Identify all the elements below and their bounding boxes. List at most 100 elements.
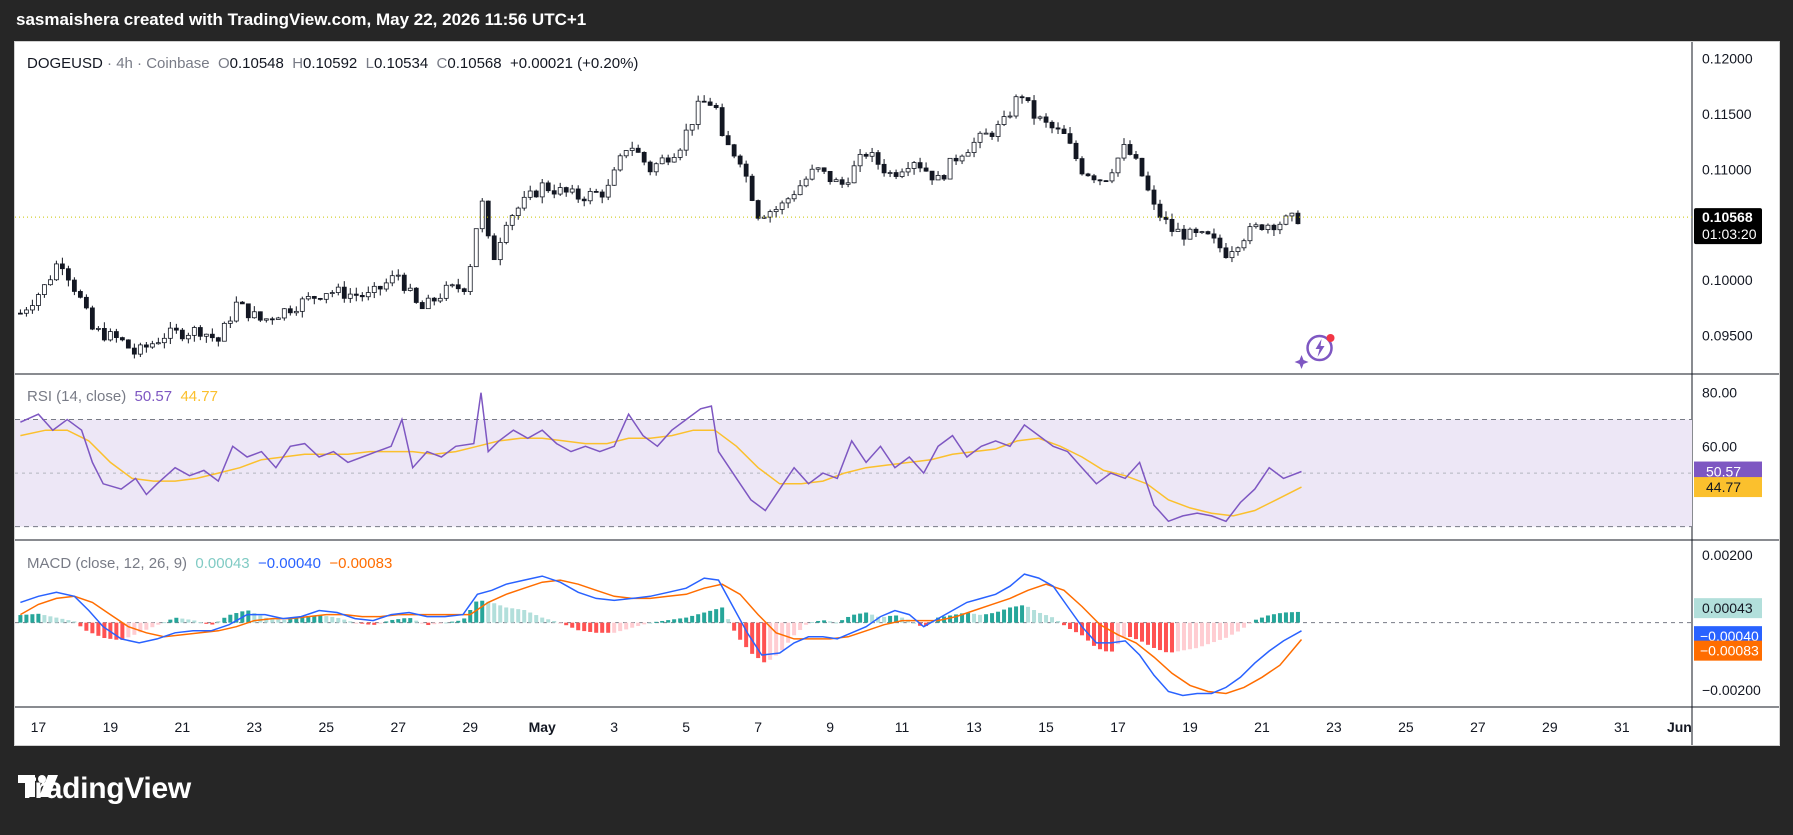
tradingview-brand[interactable]: TradingView	[18, 772, 191, 806]
candle-down	[245, 303, 251, 319]
rsi-ma-line	[20, 429, 1302, 517]
candle-up	[437, 297, 443, 302]
macd-histogram-bar	[30, 614, 35, 623]
macd-histogram-bar	[666, 620, 671, 623]
candle-up	[95, 328, 101, 330]
macd-hist-badge	[1694, 598, 1762, 619]
macd-histogram-bar	[72, 621, 77, 623]
legend-high-label: H	[292, 55, 304, 72]
candle-down	[401, 274, 407, 291]
legend-interval: 4h	[116, 55, 133, 72]
macd-legend: MACD (close, 12, 26, 9) 0.00043 −0.00040…	[27, 555, 392, 572]
candle-up	[155, 342, 161, 345]
macd-histogram-bar	[522, 610, 527, 623]
candle-down	[17, 312, 23, 315]
time-axis-tick: 27	[1470, 719, 1486, 735]
candle-up	[347, 293, 353, 299]
candle-down	[719, 107, 725, 137]
candle-up	[1115, 157, 1121, 174]
macd-histogram-bar	[984, 614, 989, 623]
macd-histogram-bar	[894, 615, 899, 623]
candle-up	[107, 331, 113, 341]
candle-up	[23, 309, 29, 314]
time-axis-tick: 19	[103, 719, 119, 735]
candle-up	[305, 296, 311, 300]
candle-down	[1259, 224, 1265, 230]
notification-dot	[1326, 334, 1335, 342]
candle-down	[1079, 158, 1085, 175]
candle-up	[623, 150, 629, 157]
candle-down	[179, 329, 185, 340]
macd-histogram-bar	[708, 610, 713, 623]
candle-up	[791, 194, 797, 200]
candle-down	[1085, 173, 1091, 177]
candle-down	[893, 172, 899, 177]
macd-histogram-bar	[228, 614, 233, 623]
candle-down	[953, 157, 959, 162]
macd-histogram-bar	[114, 622, 119, 640]
candle-up	[1187, 228, 1193, 240]
macd-histogram-bar	[870, 614, 875, 623]
candle-up	[611, 169, 617, 186]
candle-up	[449, 284, 455, 287]
macd-histogram-bar	[1271, 614, 1276, 623]
macd-histogram-bar	[492, 603, 497, 623]
candle-up	[773, 209, 779, 213]
macd-histogram-bar	[648, 622, 653, 624]
candle-up	[503, 224, 509, 243]
macd-histogram-bar	[1038, 612, 1043, 623]
macd-histogram-bar	[1145, 622, 1150, 645]
macd-histogram-bar	[606, 622, 611, 633]
candle-down	[239, 301, 245, 305]
chart-canvas[interactable]: 0.12000 0.11500 0.11000 0.10000 0.09500 17 19 2…	[15, 42, 1779, 745]
legend-symbol[interactable]: DOGEUSD	[27, 55, 103, 72]
macd-histogram-bar	[912, 622, 917, 624]
macd-histogram-bar	[888, 615, 893, 623]
macd-histogram-bar	[600, 622, 605, 633]
candle-down	[641, 151, 647, 163]
time-axis-tick: 3	[610, 719, 618, 735]
macd-histogram-bar	[348, 621, 353, 623]
candle-down	[1055, 127, 1061, 130]
candle-up	[695, 100, 701, 125]
candle-up	[1229, 251, 1235, 259]
macd-histogram-bar	[876, 616, 881, 623]
macd-histogram-bar	[408, 618, 413, 623]
macd-legend-macd: −0.00040	[257, 555, 321, 572]
macd-histogram-bar	[996, 611, 1001, 623]
candle-up	[653, 163, 659, 173]
candle-up	[797, 185, 803, 196]
macd-histogram-bar	[828, 621, 833, 623]
candle-down	[317, 298, 323, 300]
candle-up	[251, 311, 257, 319]
macd-histogram-bar	[192, 620, 197, 623]
macd-histogram-bar	[1008, 607, 1013, 623]
candle-up	[443, 284, 449, 299]
candle-down	[1181, 228, 1187, 240]
candle-up	[1121, 144, 1127, 159]
macd-histogram-bar	[1229, 622, 1234, 635]
candle-up	[527, 190, 533, 198]
macd-legend-name[interactable]: MACD (close, 12, 26, 9)	[27, 555, 188, 572]
candle-down	[431, 297, 437, 302]
macd-histogram-bar	[294, 618, 299, 623]
candle-down	[89, 307, 95, 330]
candle-down	[989, 132, 995, 137]
macd-histogram-bar	[846, 616, 851, 623]
candle-down	[1145, 175, 1151, 191]
candle-down	[839, 179, 845, 185]
candle-up	[1241, 240, 1247, 249]
candle-up	[869, 152, 875, 157]
macd-histogram-bar	[270, 618, 275, 623]
last-price-badge-value: 0.10568	[1702, 209, 1753, 225]
rsi-legend-ma: 44.77	[180, 388, 218, 405]
candle-up	[203, 333, 209, 337]
chart-frame[interactable]: 0.12000 0.11500 0.11000 0.10000 0.09500 17 19 2…	[14, 41, 1780, 746]
macd-histogram-bar	[456, 620, 461, 623]
macd-histogram-bar	[678, 618, 683, 623]
macd-histogram-bar	[1283, 612, 1288, 623]
candle-up	[935, 175, 941, 181]
rsi-legend-name[interactable]: RSI (14, close)	[27, 388, 127, 405]
candle-down	[923, 167, 929, 172]
macd-hist-badge-text: 0.00043	[1702, 600, 1753, 616]
